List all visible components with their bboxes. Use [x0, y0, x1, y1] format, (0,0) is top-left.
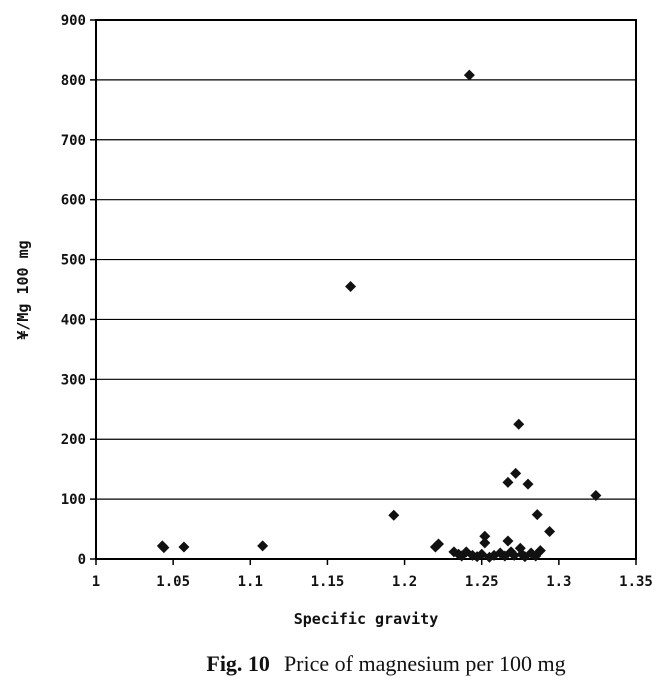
data-point: [590, 490, 602, 502]
x-tick-label: 1.2: [392, 574, 417, 590]
data-point: [479, 537, 491, 549]
x-tick-label: 1.05: [156, 574, 190, 590]
data-point: [502, 476, 514, 488]
y-tick-label: 900: [61, 13, 86, 29]
x-tick-label: 1.15: [311, 574, 345, 590]
data-point: [345, 281, 357, 293]
y-tick-label: 200: [61, 432, 86, 448]
x-axis: 1 1.05 1.1 1.15 1.2 1.25 1.3 1.35: [92, 559, 653, 590]
data-point: [508, 549, 520, 561]
x-tick-label: 1.25: [465, 574, 499, 590]
x-axis-label: Specific gravity: [294, 610, 439, 628]
data-point: [531, 509, 543, 521]
x-tick-label: 1.3: [546, 574, 571, 590]
x-tick-label: 1: [92, 574, 100, 590]
y-tick-label: 700: [61, 133, 86, 149]
data-point: [479, 530, 491, 542]
plot-area: [95, 19, 637, 560]
x-tick-label: 1.1: [238, 574, 263, 590]
data-point: [534, 545, 546, 557]
y-tick-label: 600: [61, 193, 86, 209]
figure-caption: Fig. 10 Price of magnesium per 100 mg: [206, 651, 565, 676]
y-axis-label: ¥/Mg 100 mg: [14, 240, 32, 339]
y-tick-label: 800: [61, 73, 86, 89]
data-point: [522, 478, 534, 490]
y-tick-label: 300: [61, 372, 86, 388]
data-point: [502, 535, 514, 547]
y-tick-label: 100: [61, 492, 86, 508]
data-point: [544, 525, 556, 537]
data-point: [510, 467, 522, 479]
figure-number: Fig. 10: [206, 651, 270, 676]
data-point: [513, 418, 525, 430]
data-point: [257, 540, 269, 552]
data-point: [388, 509, 400, 521]
y-tick-label: 400: [61, 312, 86, 328]
data-point: [178, 541, 190, 553]
data-point: [433, 538, 445, 550]
data-point: [463, 69, 475, 81]
data-point: [158, 542, 170, 554]
y-axis: 0 100 200 300 400 500 600 700 800 900: [61, 13, 96, 568]
y-tick-label: 500: [61, 253, 86, 269]
data-points: [156, 69, 602, 563]
grid-lines: [96, 79, 636, 500]
y-tick-label: 0: [78, 552, 86, 568]
figure-title: Price of magnesium per 100 mg: [284, 651, 566, 676]
x-tick-label: 1.35: [619, 574, 653, 590]
